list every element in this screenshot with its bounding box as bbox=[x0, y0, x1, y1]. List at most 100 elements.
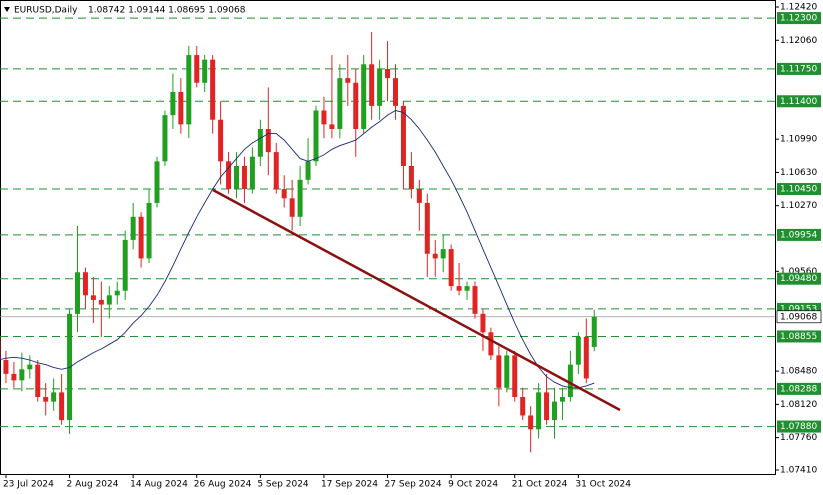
menu-arrow bbox=[4, 7, 10, 12]
candle-body bbox=[504, 355, 510, 388]
candle-body bbox=[3, 360, 9, 374]
candle-body bbox=[297, 179, 303, 217]
candle-body bbox=[337, 78, 343, 129]
candle-body bbox=[416, 189, 422, 203]
candle-body bbox=[0, 336, 1, 361]
level-label: 1.09153 bbox=[780, 304, 817, 314]
candle-body bbox=[170, 92, 176, 116]
candle-body bbox=[329, 124, 335, 129]
x-tick-label: 14 Aug 2024 bbox=[130, 480, 188, 490]
candle-body bbox=[249, 156, 255, 190]
candle-body bbox=[591, 316, 597, 347]
candle-body bbox=[59, 392, 65, 421]
x-tick-label: 9 Oct 2024 bbox=[448, 480, 498, 490]
candle-body bbox=[400, 105, 406, 166]
candle-body bbox=[345, 78, 351, 83]
ohlc-label: 1.08742 1.09144 1.08695 1.09068 bbox=[88, 6, 246, 16]
candle-body bbox=[488, 332, 494, 356]
candle-body bbox=[194, 55, 200, 83]
level-badge bbox=[777, 272, 821, 285]
candle-body bbox=[575, 336, 581, 365]
candle-body bbox=[106, 295, 112, 305]
current-price-label: 1.09068 bbox=[780, 312, 817, 322]
candle-body bbox=[464, 286, 470, 291]
level-label: 1.09480 bbox=[780, 274, 817, 284]
candle-body bbox=[559, 396, 565, 402]
trend-line bbox=[212, 188, 621, 412]
candle-body bbox=[218, 119, 224, 162]
candle-body bbox=[210, 59, 216, 120]
candle-body bbox=[122, 239, 128, 291]
candle-body bbox=[353, 82, 359, 129]
candle-body bbox=[583, 336, 589, 379]
candle-body bbox=[98, 299, 104, 305]
level-badge bbox=[777, 62, 821, 75]
candle-body bbox=[234, 165, 239, 190]
candle-body bbox=[146, 202, 152, 259]
candle-body bbox=[273, 152, 279, 190]
candle-body bbox=[178, 92, 184, 125]
level-badge bbox=[777, 12, 821, 25]
candle-body bbox=[520, 396, 526, 416]
current-price-badge bbox=[776, 310, 822, 324]
candle-body bbox=[552, 401, 557, 421]
y-tick-label: 1.10630 bbox=[780, 168, 817, 178]
candle-body bbox=[226, 161, 232, 190]
candle-body bbox=[393, 78, 398, 106]
candle-body bbox=[138, 216, 144, 259]
candle-body bbox=[567, 364, 573, 397]
candle-body bbox=[90, 295, 96, 300]
candle-body bbox=[528, 415, 534, 430]
candle-body bbox=[51, 392, 57, 402]
level-label: 1.08288 bbox=[780, 384, 817, 394]
level-badge bbox=[777, 183, 821, 196]
y-tick-label: 1.10270 bbox=[780, 201, 817, 211]
level-label: 1.08855 bbox=[780, 332, 817, 342]
level-label: 1.11400 bbox=[780, 97, 817, 107]
candle-body bbox=[75, 272, 80, 314]
level-label: 1.07880 bbox=[780, 422, 817, 432]
candle-body bbox=[257, 128, 263, 157]
level-label: 1.11750 bbox=[780, 64, 817, 74]
level-label: 1.09954 bbox=[780, 230, 817, 240]
candle-body bbox=[448, 249, 454, 287]
x-tick-label: 17 Sep 2024 bbox=[321, 480, 378, 490]
candle-body bbox=[19, 369, 25, 381]
candle-body bbox=[202, 59, 208, 83]
candle-body bbox=[472, 286, 478, 314]
candle-body bbox=[265, 128, 271, 153]
x-tick-label: 26 Aug 2024 bbox=[194, 480, 252, 490]
candle-body bbox=[281, 189, 287, 199]
candle-body bbox=[11, 373, 17, 381]
candle-body bbox=[424, 202, 430, 254]
candle-body bbox=[361, 64, 367, 129]
candle-body bbox=[536, 392, 542, 430]
candle-body bbox=[154, 161, 160, 203]
level-label: 1.12300 bbox=[780, 14, 817, 24]
x-tick-label: 5 Sep 2024 bbox=[257, 480, 309, 490]
candle-body bbox=[369, 64, 375, 106]
y-tick-label: 1.10990 bbox=[780, 135, 817, 145]
candle-body bbox=[289, 198, 295, 217]
moving-average bbox=[0, 110, 595, 389]
candle-body bbox=[480, 313, 486, 333]
candle-body bbox=[27, 364, 33, 370]
level-badge bbox=[777, 382, 821, 395]
candle-body bbox=[432, 253, 438, 259]
x-tick-label: 2 Aug 2024 bbox=[67, 480, 119, 490]
y-tick-label: 1.12060 bbox=[780, 36, 817, 46]
x-tick-label: 27 Sep 2024 bbox=[385, 480, 442, 490]
level-badge bbox=[777, 95, 821, 108]
y-tick-label: 1.12420 bbox=[780, 3, 817, 13]
candle-body bbox=[496, 355, 502, 388]
candle-body bbox=[456, 286, 462, 291]
candle-body bbox=[162, 115, 168, 162]
candle-body bbox=[114, 290, 120, 296]
symbol-label: EURUSD,Daily bbox=[14, 6, 78, 16]
candle-body bbox=[43, 396, 49, 402]
candle-body bbox=[313, 110, 319, 162]
candle-body bbox=[305, 161, 311, 180]
candle-body bbox=[512, 355, 518, 397]
candle-body bbox=[440, 249, 446, 259]
